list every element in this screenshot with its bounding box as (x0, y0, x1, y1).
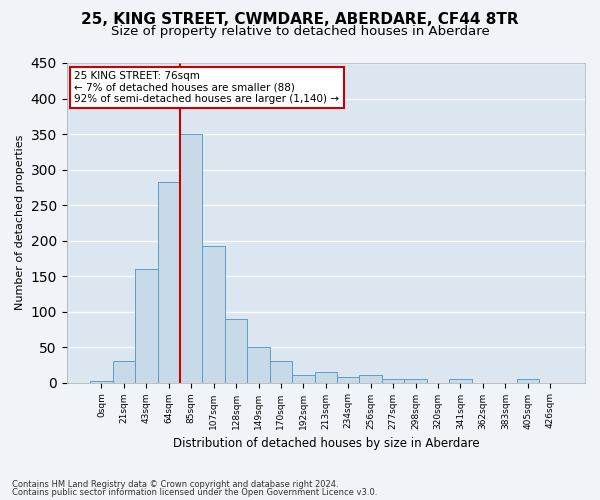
Bar (314, 372, 337, 382)
Bar (202, 246, 225, 382)
Bar (90, 381, 113, 382)
Bar (382, 379, 404, 382)
Bar (113, 362, 135, 382)
Text: Contains HM Land Registry data © Crown copyright and database right 2024.: Contains HM Land Registry data © Crown c… (12, 480, 338, 489)
Bar (404, 379, 427, 382)
Bar (247, 347, 270, 382)
X-axis label: Distribution of detached houses by size in Aberdare: Distribution of detached houses by size … (173, 437, 479, 450)
Text: 25 KING STREET: 76sqm
← 7% of detached houses are smaller (88)
92% of semi-detac: 25 KING STREET: 76sqm ← 7% of detached h… (74, 71, 340, 104)
Bar (359, 376, 382, 382)
Text: Size of property relative to detached houses in Aberdare: Size of property relative to detached ho… (110, 25, 490, 38)
Bar (517, 379, 539, 382)
Bar (158, 182, 180, 382)
Bar (180, 134, 202, 382)
Bar (449, 379, 472, 382)
Bar (270, 362, 292, 382)
Bar (292, 376, 314, 382)
Y-axis label: Number of detached properties: Number of detached properties (15, 135, 25, 310)
Text: Contains public sector information licensed under the Open Government Licence v3: Contains public sector information licen… (12, 488, 377, 497)
Bar (337, 377, 359, 382)
Bar (135, 269, 158, 382)
Text: 25, KING STREET, CWMDARE, ABERDARE, CF44 8TR: 25, KING STREET, CWMDARE, ABERDARE, CF44… (81, 12, 519, 28)
Bar (225, 318, 247, 382)
